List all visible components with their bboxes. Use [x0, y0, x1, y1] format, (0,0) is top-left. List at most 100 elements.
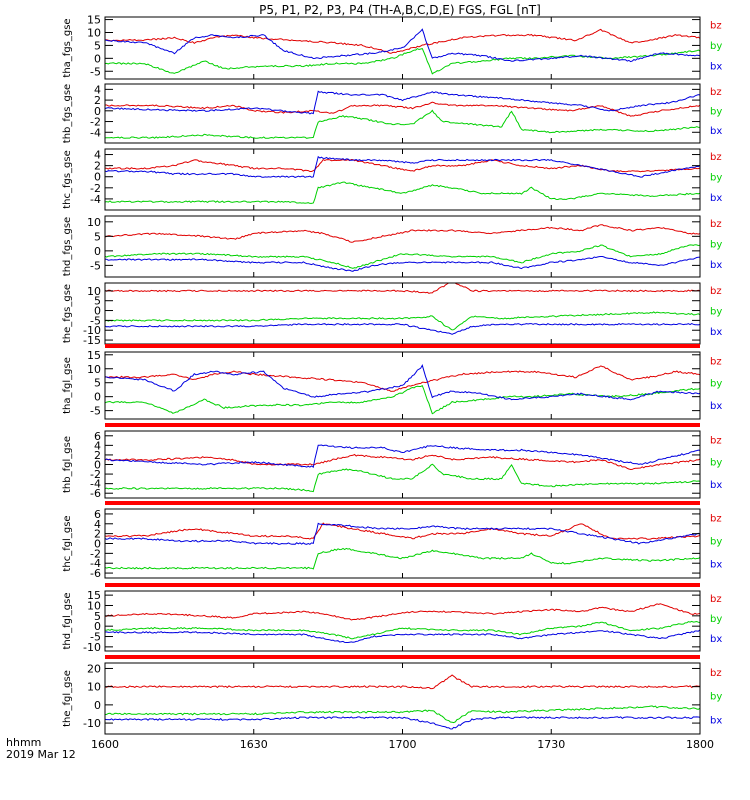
y-tick-label: 4: [94, 83, 101, 96]
series-line-bz: [105, 101, 700, 117]
series-line-bz: [105, 365, 700, 392]
y-axis-label: tha_fgl_gse: [62, 357, 73, 414]
legend-entry-by: by: [710, 537, 722, 548]
y-tick-label: 0: [94, 699, 101, 712]
y-tick-label: 4: [94, 439, 101, 452]
series-line-by: [105, 385, 700, 415]
figure-title: P5, P1, P2, P3, P4 (TH-A,B,C,D,E) FGS, F…: [259, 3, 541, 17]
legend-entry-by: by: [710, 458, 722, 469]
panel-frame: [104, 590, 701, 652]
y-axis-label: the_fgs_gse: [62, 284, 73, 343]
y-axis-label: the_fgl_gse: [62, 670, 73, 727]
legend-entry-bx: bx: [710, 634, 722, 645]
y-tick-label: 0: [94, 620, 101, 633]
legend-entry-bz: bz: [710, 435, 722, 446]
y-tick-label: -10: [83, 717, 101, 730]
y-tick-label: 6: [94, 430, 101, 443]
panel-frame: [104, 662, 701, 735]
legend-entry-by: by: [710, 240, 722, 251]
legend-entry-bx: bx: [710, 260, 722, 271]
x-tick-label: 1630: [240, 738, 268, 751]
y-tick-label: -4: [90, 193, 101, 206]
series-line-by: [105, 463, 700, 493]
y-tick-label: -5: [90, 259, 101, 272]
series-line-bx: [105, 522, 700, 545]
y-tick-label: 5: [94, 295, 101, 308]
data-gap-bar: [105, 655, 700, 659]
legend-entry-bx: bx: [710, 193, 722, 204]
y-tick-label: -10: [83, 324, 101, 337]
y-tick-label: 20: [87, 662, 101, 675]
y-tick-label: 10: [87, 285, 101, 298]
legend-entry-bz: bz: [710, 668, 722, 679]
series-line-bz: [105, 603, 700, 621]
panel-thc_fgs_gse: 420-2-4 thc_fgs_gse bz by bx: [62, 148, 722, 211]
y-tick-label: 10: [87, 27, 101, 40]
series-line-bx: [105, 364, 700, 401]
y-tick-label: 0: [94, 171, 101, 184]
legend-entry-bx: bx: [710, 401, 722, 412]
y-tick-label: -2: [90, 116, 101, 129]
legend-entry-by: by: [710, 173, 722, 184]
y-tick-label: 5: [94, 377, 101, 390]
y-tick-label: -10: [83, 641, 101, 654]
y-tick-label: -4: [90, 126, 101, 139]
legend-entry-bz: bz: [710, 152, 722, 163]
y-tick-label: 6: [94, 508, 101, 521]
y-tick-label: 5: [94, 610, 101, 623]
series-line-bz: [105, 158, 700, 173]
series-line-bz: [105, 224, 700, 243]
y-tick-label: 2: [94, 528, 101, 541]
series-line-by: [105, 109, 700, 139]
y-tick-label: -4: [90, 478, 101, 491]
legend-entry-bx: bx: [710, 126, 722, 137]
y-tick-label: 0: [94, 245, 101, 258]
y-tick-label: -6: [90, 567, 101, 580]
y-tick-label: 10: [87, 599, 101, 612]
y-axis-label: thc_fgs_gse: [62, 150, 73, 209]
series-line-by: [105, 705, 700, 724]
series-line-bx: [105, 629, 700, 643]
x-axis-date: 2019 Mar 12: [6, 748, 76, 761]
series-line-bx: [105, 256, 700, 272]
x-tick-label: 1730: [537, 738, 565, 751]
legend-entry-by: by: [710, 614, 722, 625]
y-axis-label: tha_fgs_gse: [62, 18, 73, 77]
y-tick-label: 0: [94, 459, 101, 472]
panel-frame: [104, 148, 701, 211]
data-gap-bar: [105, 423, 700, 427]
series-line-bz: [105, 522, 700, 540]
y-tick-label: 0: [94, 105, 101, 118]
x-axis-unit: hhmm: [6, 736, 41, 749]
x-axis: 1600 1630 1700 1730 1800: [91, 738, 714, 751]
y-tick-label: 5: [94, 39, 101, 52]
legend-entry-bx: bx: [710, 560, 722, 571]
series-line-by: [105, 620, 700, 640]
y-axis-label: thb_fgl_gse: [62, 436, 73, 493]
y-tick-label: 0: [94, 538, 101, 551]
panel-the_fgl_gse: 20 10 0 -10 the_fgl_gse bz by bx: [62, 655, 722, 735]
y-axis-label: thc_fgl_gse: [62, 515, 73, 571]
panel-frame: [104, 83, 701, 144]
panel-thd_fgs_gse: 105 0-5 thd_fgs_gse bz by bx: [62, 215, 722, 278]
series-line-by: [105, 311, 700, 331]
legend-entry-bz: bz: [710, 20, 722, 31]
series-line-by: [105, 47, 700, 75]
y-tick-label: 2: [94, 449, 101, 462]
y-tick-label: 2: [94, 160, 101, 173]
x-tick-label: 1700: [389, 738, 417, 751]
y-tick-label: -2: [90, 468, 101, 481]
y-tick-label: 4: [94, 149, 101, 162]
legend-entry-bx: bx: [710, 715, 722, 726]
y-tick-label: 0: [94, 305, 101, 318]
series-line-bz: [105, 453, 700, 471]
legend-entry-bx: bx: [710, 480, 722, 491]
